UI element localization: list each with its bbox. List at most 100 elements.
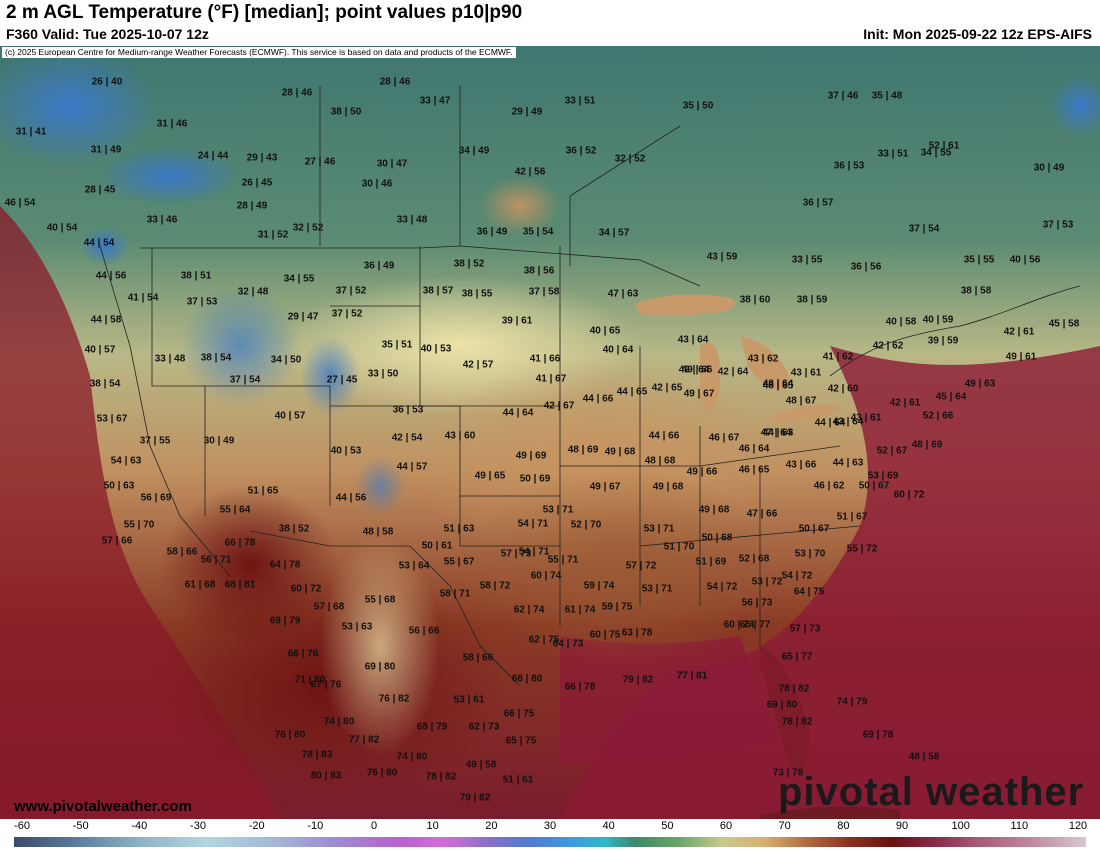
point-value-label: 57 | 72 [625, 560, 657, 572]
point-value-label: 60 | 74 [530, 570, 562, 582]
point-value-label: 37 | 53 [1042, 219, 1074, 231]
point-value-label: 49 | 68 [698, 504, 730, 516]
point-value-label: 57 | 73 [789, 623, 821, 635]
header-bar: 2 m AGL Temperature (°F) [median]; point… [0, 0, 1100, 46]
point-value-label: 36 | 56 [850, 261, 882, 273]
point-value-label: 49 | 66 [686, 466, 718, 478]
point-value-label: 36 | 49 [363, 260, 395, 272]
point-value-label: 34 | 50 [270, 354, 302, 366]
point-value-label: 47 | 66 [746, 508, 778, 520]
colorbar-tick: 0 [370, 820, 378, 832]
point-value-label: 50 | 67 [858, 480, 890, 492]
point-value-label: 42 | 57 [462, 359, 494, 371]
point-value-label: 64 | 75 [793, 586, 825, 598]
point-value-label: 33 | 47 [419, 95, 451, 107]
point-value-label: 59 | 75 [601, 601, 633, 613]
point-value-label: 33 | 48 [396, 214, 428, 226]
point-value-label: 42 | 67 [543, 400, 575, 412]
point-value-label: 71 | 80 [294, 674, 326, 686]
point-value-label: 66 | 76 [287, 648, 319, 660]
point-value-label: 44 | 63 [762, 427, 794, 439]
point-value-label: 42 | 65 [651, 382, 683, 394]
point-value-label: 36 | 49 [476, 226, 508, 238]
point-value-label: 35 | 48 [871, 90, 903, 102]
point-value-label: 80 | 83 [310, 770, 342, 782]
point-value-label: 44 | 64 [502, 407, 534, 419]
mexico-plateau [320, 536, 440, 756]
point-value-label: 37 | 52 [331, 308, 363, 320]
point-value-label: 38 | 58 [960, 285, 992, 297]
point-value-label: 43 | 61 [850, 412, 882, 424]
point-value-label: 62 | 73 [468, 721, 500, 733]
point-value-label: 67 | 76 [310, 679, 342, 691]
point-value-label: 58 | 72 [479, 580, 511, 592]
point-value-label: 38 | 54 [89, 378, 121, 390]
point-value-label: 41 | 62 [822, 351, 854, 363]
point-value-label: 58 | 71 [439, 588, 471, 600]
colorbar-gradient [14, 837, 1086, 847]
weather-map: 26 | 40 28 | 46 28 | 46 33 | 47 29 | 49 33 | … [0, 46, 1100, 819]
point-value-label: 38 | 57 [422, 285, 454, 297]
point-value-label: 50 | 63 [103, 480, 135, 492]
point-value-label: 49 | 66 [681, 364, 713, 376]
point-value-label: 44 | 66 [648, 430, 680, 442]
point-value-label: 56 | 71 [200, 554, 232, 566]
website-url[interactable]: www.pivotalweather.com [14, 798, 192, 815]
point-value-label: 48 | 65 [762, 380, 794, 392]
point-value-label: 78 | 82 [425, 771, 457, 783]
point-value-label: 33 | 55 [791, 254, 823, 266]
point-value-label: 44 | 63 [832, 457, 864, 469]
point-value-label: 78 | 82 [781, 716, 813, 728]
point-value-label: 44 | 56 [95, 270, 127, 282]
point-value-label: 55 | 67 [443, 556, 475, 568]
cascade-cold [80, 226, 130, 266]
lake-huron [740, 336, 790, 390]
colorbar-tick: -60 [14, 820, 30, 832]
point-value-label: 78 | 83 [301, 749, 333, 761]
colorbar-tick: 40 [602, 820, 615, 832]
cuba [760, 806, 900, 819]
point-value-label: 31 | 46 [156, 118, 188, 130]
colorbar-tick: 30 [543, 820, 557, 832]
point-value-label: 31 | 52 [257, 229, 289, 241]
point-value-label: 34 | 57 [598, 227, 630, 239]
point-value-label: 49 | 63 [964, 378, 996, 390]
point-value-label: 40 | 58 [885, 316, 917, 328]
point-value-label: 49 | 64 [678, 364, 710, 376]
point-value-label: 66 | 78 [564, 681, 596, 693]
valid-time: F360 Valid: Tue 2025-10-07 12z [6, 26, 209, 42]
point-value-label: 78 | 82 [778, 683, 810, 695]
point-value-label: 44 | 58 [90, 314, 122, 326]
point-value-label: 59 | 74 [583, 580, 615, 592]
colorbar-tick: -40 [131, 820, 148, 832]
point-value-label: 57 | 66 [101, 535, 133, 547]
point-value-label: 66 | 75 [503, 708, 535, 720]
point-value-label: 58 | 66 [166, 546, 198, 558]
point-value-label: 53 | 71 [542, 504, 574, 516]
colorbar-tick: -20 [248, 820, 265, 832]
point-value-label: 49 | 68 [652, 481, 684, 493]
point-value-label: 34 | 49 [458, 145, 490, 157]
colorbar-tick: 110 [1010, 820, 1029, 832]
point-value-label: 56 | 66 [408, 625, 440, 637]
point-value-label: 43 | 59 [706, 251, 738, 263]
colorbar-tick: 60 [719, 820, 733, 832]
point-value-label: 30 | 47 [376, 158, 408, 170]
colorbar-tick: 80 [837, 820, 850, 832]
colorbar-tick: 120 [1068, 820, 1088, 832]
colorbar-ticks: -60 -50 -40 -30 -20 -10 0 10 20 30 40 50 60 70 80 90 100… [0, 819, 1100, 835]
point-value-label: 48 | 68 [644, 455, 676, 467]
point-value-label: 74 | 79 [836, 696, 868, 708]
point-value-label: 29 | 47 [287, 311, 319, 323]
point-value-label: 56 | 73 [741, 597, 773, 609]
labrador-cold [1050, 76, 1100, 136]
point-value-label: 77 | 82 [348, 734, 380, 746]
point-value-label: 53 | 71 [643, 523, 675, 535]
gulf-of-mexico [560, 636, 780, 766]
point-value-label: 53 | 72 [751, 576, 783, 588]
point-value-label: 35 | 50 [682, 100, 714, 112]
point-value-label: 38 | 51 [180, 270, 212, 282]
point-value-label: 40 | 56 [1009, 254, 1041, 266]
point-value-label: 69 | 80 [766, 699, 798, 711]
point-value-label: 51 | 63 [443, 523, 475, 535]
